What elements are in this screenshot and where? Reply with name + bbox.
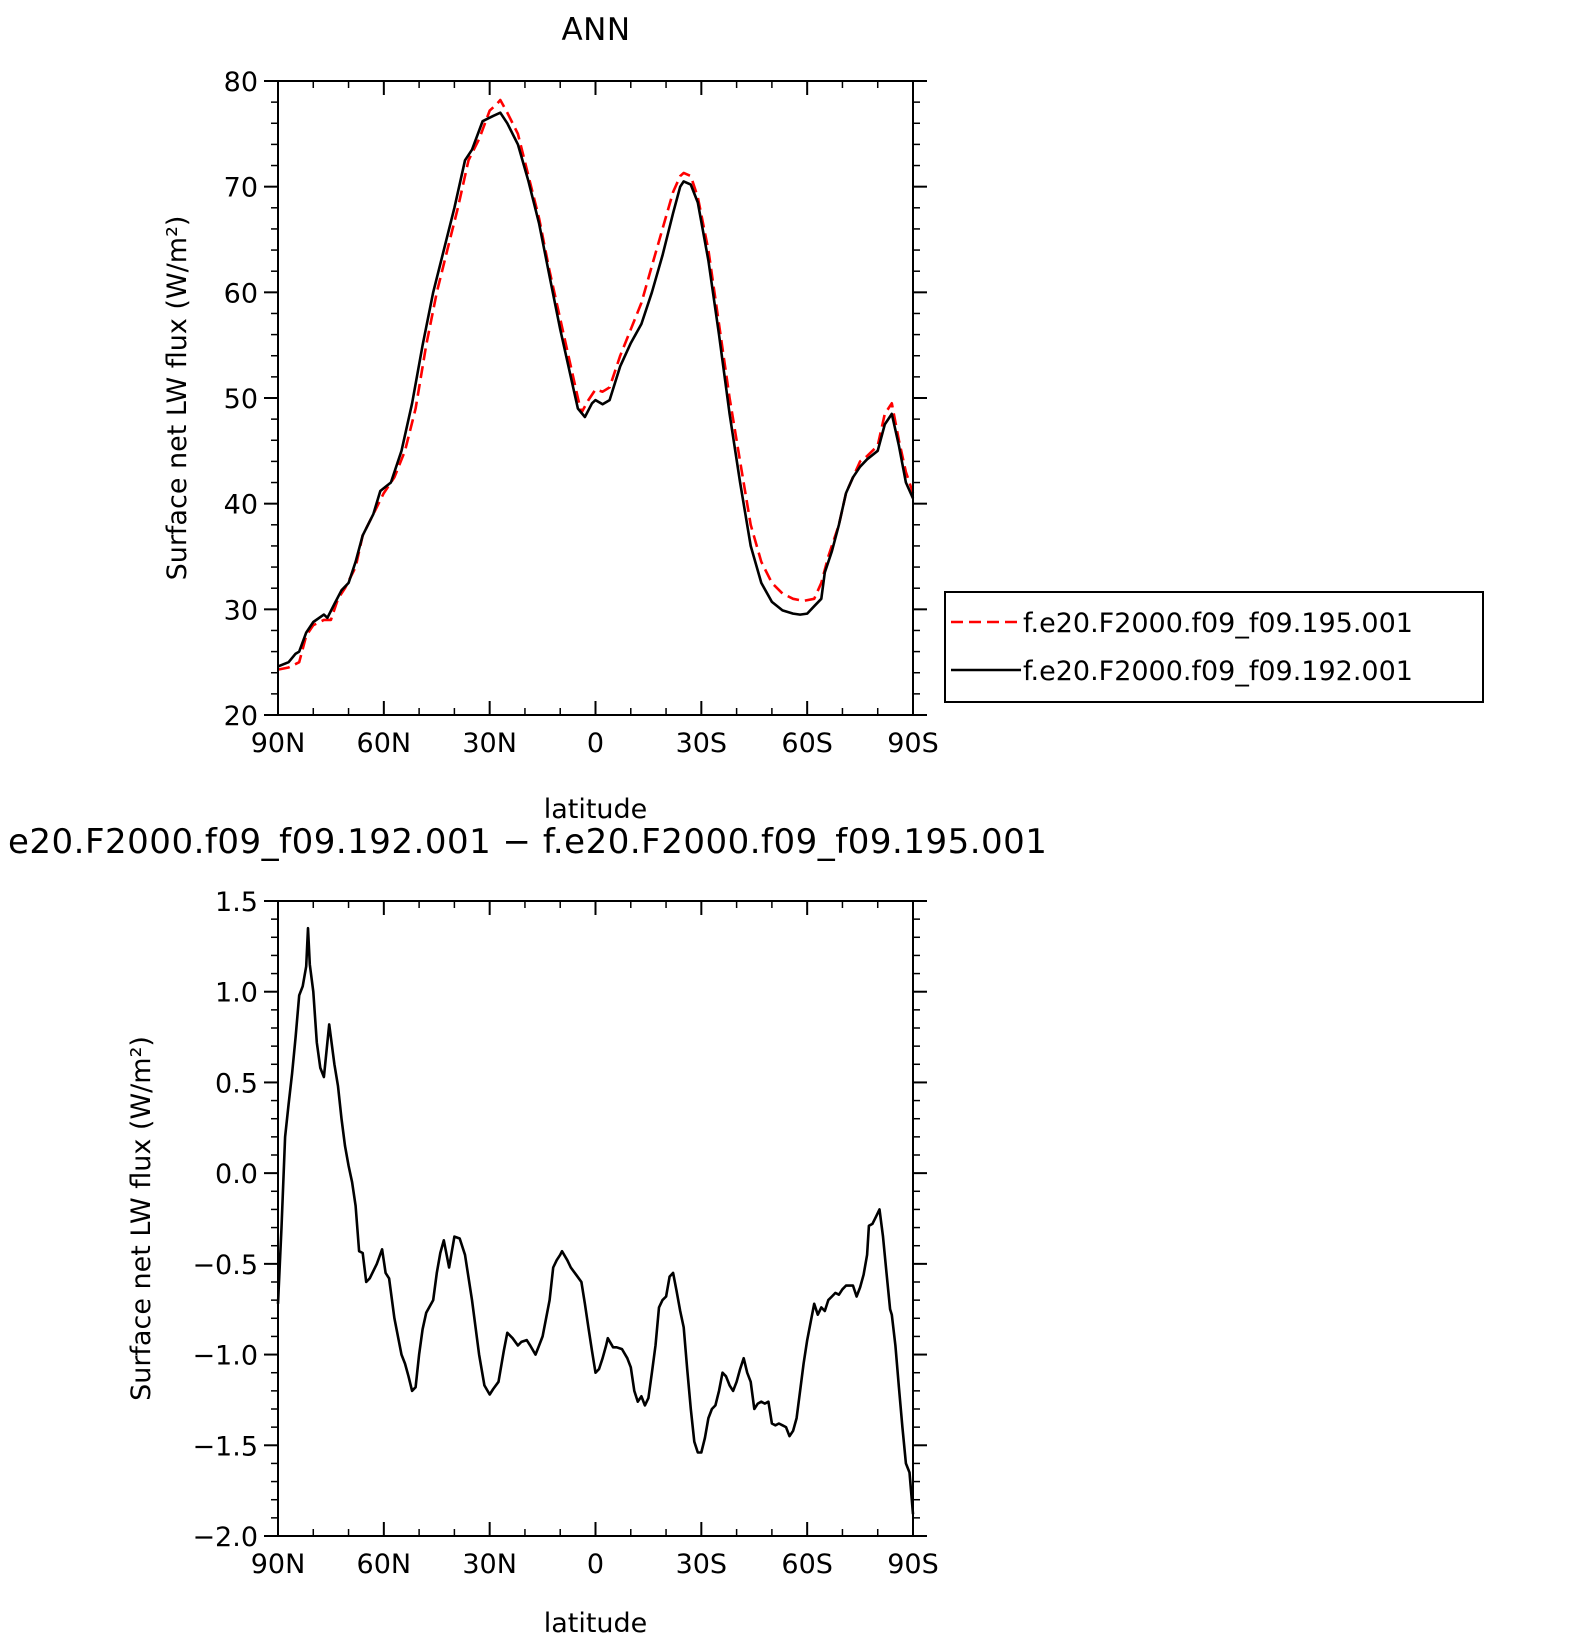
- x-tick-label: 90S: [887, 1549, 939, 1580]
- y-tick-label: −2.0: [192, 1522, 258, 1553]
- x-tick-label: 30N: [462, 728, 517, 759]
- x-axis-label: latitude: [544, 1608, 648, 1639]
- x-tick-label: 90S: [887, 728, 939, 759]
- y-tick-label: −1.5: [192, 1431, 258, 1462]
- y-tick-label: 60: [224, 278, 258, 309]
- y-tick-label: 40: [224, 490, 258, 521]
- y-tick-label: 1.0: [215, 978, 258, 1009]
- legend-entry-1: f.e20.F2000.f09_f09.195.001: [1023, 608, 1413, 639]
- x-axis-label: latitude: [544, 794, 648, 825]
- x-tick-label: 60N: [357, 1549, 412, 1580]
- legend-box: [944, 591, 1484, 703]
- x-tick-label: 60S: [781, 1549, 833, 1580]
- y-axis-label: Surface net LW flux (W/m²): [126, 1036, 157, 1401]
- chart-panel-2: e20.F2000.f09_f09.192.001 − f.e20.F2000.…: [8, 822, 1047, 1639]
- y-tick-label: 30: [224, 595, 258, 626]
- plot-frame-2: [277, 900, 914, 1537]
- x-tick-label: 30S: [676, 728, 728, 759]
- series-line-2-1: [276, 926, 915, 1515]
- plot-frame-1: [277, 80, 914, 716]
- x-tick-label: 30N: [462, 1549, 517, 1580]
- y-tick-label: 20: [224, 701, 258, 732]
- chart-title-1: ANN: [561, 12, 630, 48]
- y-tick-label: 0.0: [215, 1159, 258, 1190]
- chart-panel-1: ANN 90N 60N 30N 0 30S 60S 90S 20 30 40 50 60 70 80 lati…: [162, 12, 1484, 825]
- x-tick-label: 0: [587, 728, 604, 759]
- y-tick-label: 0.5: [215, 1068, 258, 1099]
- y-tick-label: −1.0: [192, 1341, 258, 1372]
- x-tick-label: 60N: [357, 728, 412, 759]
- chart-title-2: e20.F2000.f09_f09.192.001 − f.e20.F2000.…: [8, 822, 1047, 862]
- y-axis-label: Surface net LW flux (W/m²): [162, 216, 193, 581]
- y-tick-label: 80: [224, 67, 258, 98]
- series-line-1-2: [277, 111, 915, 668]
- series-line-1-1: [277, 98, 915, 671]
- x-tick-label: 90N: [251, 728, 306, 759]
- y-tick-label: 1.5: [215, 887, 258, 918]
- y-tick-label: −0.5: [192, 1250, 258, 1281]
- x-tick-label: 60S: [781, 728, 833, 759]
- x-tick-label: 90N: [251, 1549, 306, 1580]
- legend-entry-2: f.e20.F2000.f09_f09.192.001: [1023, 656, 1413, 687]
- y-tick-label: 50: [224, 384, 258, 415]
- legend: f.e20.F2000.f09_f09.195.001 f.e20.F2000.f…: [944, 591, 1484, 703]
- x-tick-label: 0: [587, 1549, 604, 1580]
- y-tick-label: 70: [224, 173, 258, 204]
- x-tick-label: 30S: [676, 1549, 728, 1580]
